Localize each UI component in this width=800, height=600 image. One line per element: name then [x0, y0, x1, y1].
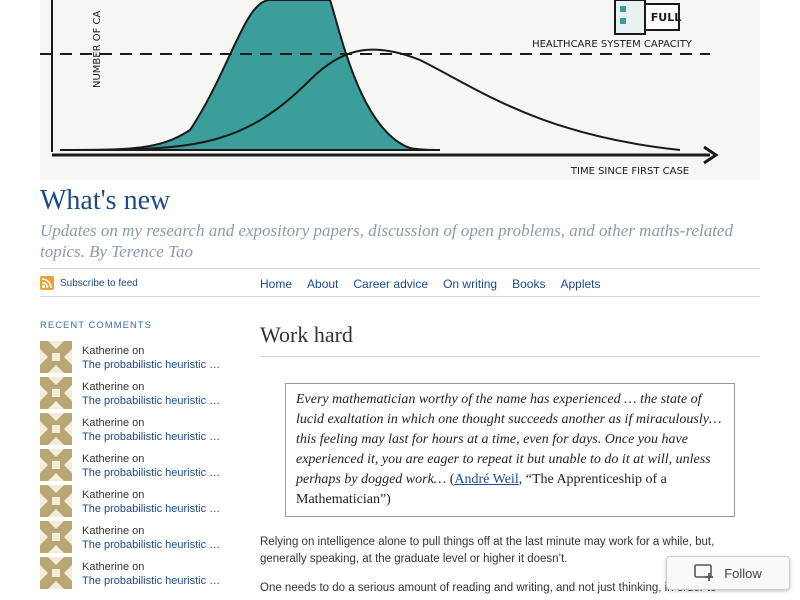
comment-author[interactable]: Katherine	[82, 525, 130, 537]
nav-career-advice[interactable]: Career advice	[353, 277, 429, 291]
y-axis-label: NUMBER OF CA	[92, 10, 103, 88]
comment-author[interactable]: Katherine	[82, 345, 130, 357]
comment-item: Katherine on The probabilistic heuristic…	[40, 449, 240, 485]
hospital-sign-text: FULL	[651, 11, 681, 24]
quote-box: Every mathematician worthy of the name h…	[285, 383, 735, 517]
comment-author[interactable]: Katherine	[82, 381, 130, 393]
comment-text: Katherine on The probabilistic heuristic…	[82, 413, 227, 444]
comment-text: Katherine on The probabilistic heuristic…	[82, 521, 227, 552]
avatar[interactable]	[40, 521, 72, 553]
comment-item: Katherine on The probabilistic heuristic…	[40, 341, 240, 377]
subscribe-feed-link[interactable]: Subscribe to feed	[60, 277, 138, 289]
comment-author[interactable]: Katherine	[82, 489, 130, 501]
quote-source: , “The Apprenticeship of a Mathematician…	[296, 472, 667, 507]
comment-text: Katherine on The probabilistic heuristic…	[82, 485, 227, 516]
comment-post-link[interactable]: The probabilistic heuristic ju…	[82, 539, 222, 551]
comment-post-link[interactable]: The probabilistic heuristic ju…	[82, 395, 222, 407]
rss-feed-icon[interactable]	[40, 276, 54, 290]
nav-about[interactable]: About	[307, 277, 339, 291]
follow-plus-icon	[694, 564, 716, 582]
sidebar: RECENT COMMENTS Katherine on The probabi…	[40, 320, 240, 593]
recent-comments-list: Katherine on The probabilistic heuristic…	[40, 341, 240, 593]
nav-applets[interactable]: Applets	[560, 277, 601, 291]
follow-button[interactable]: Follow	[666, 556, 790, 590]
header-image[interactable]: FULL HEALTHCARE SYSTEM CAPACITY TIME SIN…	[40, 0, 760, 180]
main-nav: Home About Career advice On writing Book…	[260, 275, 601, 293]
nav-home[interactable]: Home	[260, 277, 293, 291]
comment-post-link[interactable]: The probabilistic heuristic ju…	[82, 503, 222, 515]
comment-item: Katherine on The probabilistic heuristic…	[40, 557, 240, 593]
avatar[interactable]	[40, 413, 72, 445]
feed-subscribe[interactable]: Subscribe to feed	[40, 276, 138, 290]
post-paragraph-1: Relying on intelligence alone to pull th…	[260, 536, 715, 565]
hospital-icon	[614, 0, 680, 35]
comment-item: Katherine on The probabilistic heuristic…	[40, 485, 240, 521]
comment-on: on	[132, 453, 145, 465]
avatar[interactable]	[40, 377, 72, 409]
comment-item: Katherine on The probabilistic heuristic…	[40, 413, 240, 449]
comment-text: Katherine on The probabilistic heuristic…	[82, 377, 227, 408]
flatten-the-curve-illustration: FULL HEALTHCARE SYSTEM CAPACITY TIME SIN…	[40, 0, 760, 180]
nav-bar: Subscribe to feed Home About Career advi…	[40, 268, 760, 297]
comment-on: on	[132, 489, 145, 501]
blog-title[interactable]: What's new	[40, 185, 171, 216]
recent-comments-heading: RECENT COMMENTS	[40, 320, 152, 331]
nav-on-writing[interactable]: On writing	[443, 277, 498, 291]
comment-author[interactable]: Katherine	[82, 453, 130, 465]
post-paragraph-2: One needs to do a serious amount of read…	[260, 582, 717, 594]
blog-tagline: Updates on my research and expository pa…	[40, 221, 733, 261]
nav-books[interactable]: Books	[512, 277, 546, 291]
comment-author[interactable]: Katherine	[82, 417, 130, 429]
avatar[interactable]	[40, 485, 72, 517]
comment-author[interactable]: Katherine	[82, 561, 130, 573]
comment-on: on	[132, 417, 145, 429]
quote-author-link[interactable]: André Weil	[454, 472, 519, 487]
comment-post-link[interactable]: The probabilistic heuristic ju…	[82, 467, 222, 479]
quote-text: Every mathematician worthy of the name h…	[296, 392, 722, 487]
avatar[interactable]	[40, 557, 72, 589]
x-axis-label: TIME SINCE FIRST CASE	[570, 166, 689, 177]
avatar[interactable]	[40, 341, 72, 373]
comment-on: on	[132, 381, 145, 393]
post: Work hard Every mathematician worthy of …	[260, 318, 760, 594]
comment-item: Katherine on The probabilistic heuristic…	[40, 377, 240, 413]
quote-open-paren: (	[446, 472, 455, 487]
comment-item: Katherine on The probabilistic heuristic…	[40, 521, 240, 557]
comment-post-link[interactable]: The probabilistic heuristic ju…	[82, 359, 222, 371]
comment-text: Katherine on The probabilistic heuristic…	[82, 341, 227, 372]
comment-on: on	[132, 561, 145, 573]
follow-label: Follow	[724, 565, 762, 581]
comment-text: Katherine on The probabilistic heuristic…	[82, 449, 227, 480]
comment-on: on	[132, 345, 145, 357]
comment-post-link[interactable]: The probabilistic heuristic ju…	[82, 575, 222, 587]
post-title[interactable]: Work hard	[260, 318, 760, 357]
comment-text: Katherine on The probabilistic heuristic…	[82, 557, 227, 588]
comment-on: on	[132, 525, 145, 537]
capacity-label: HEALTHCARE SYSTEM CAPACITY	[532, 39, 693, 50]
avatar[interactable]	[40, 449, 72, 481]
comment-post-link[interactable]: The probabilistic heuristic ju…	[82, 431, 222, 443]
